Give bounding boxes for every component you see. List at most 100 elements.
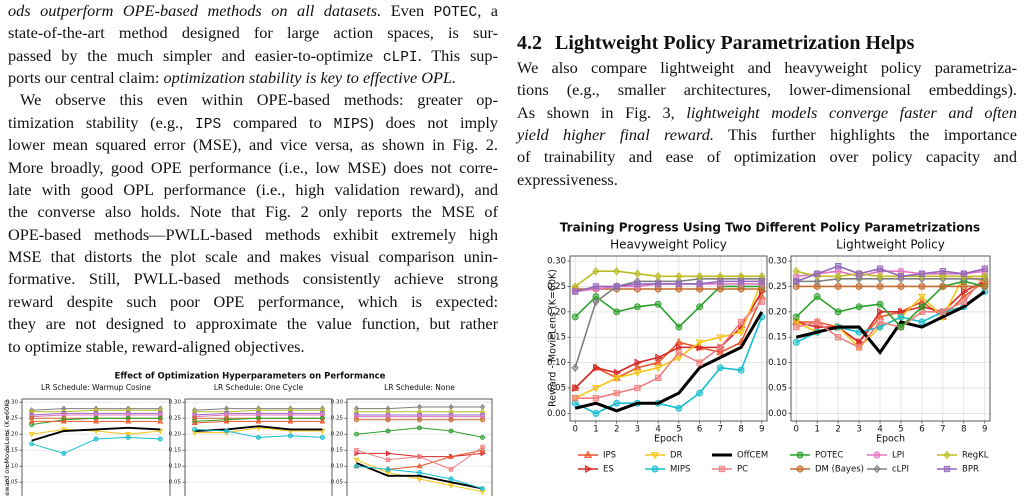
y-tick-label: 0.10 — [6, 464, 19, 470]
text-run: reward despite such poor OPE performance… — [8, 291, 498, 311]
marker — [939, 268, 947, 275]
marker — [354, 417, 359, 423]
text-line: As shown in Fig. 3, lightweight models c… — [517, 102, 1017, 124]
text-line: they are not designed to approximate the… — [8, 313, 498, 335]
marker — [758, 278, 765, 285]
marker — [813, 282, 821, 291]
marker — [255, 418, 262, 424]
y-axis-label: Reward on MovieLens (K=60K) — [3, 400, 11, 496]
series-line — [574, 296, 763, 389]
marker — [758, 298, 765, 305]
legend-label: PC — [737, 465, 748, 475]
y-tick-label: 0.10 — [331, 464, 344, 470]
text-run: formative. Still, PWLL-based methods con… — [8, 269, 498, 289]
series-line — [574, 278, 762, 368]
legend-entry: cLPI — [867, 465, 909, 475]
text-line: the converse also holds. Note that Fig. … — [8, 201, 498, 223]
marker — [592, 297, 600, 306]
series-line — [795, 265, 985, 283]
marker — [898, 307, 906, 316]
marker — [793, 278, 800, 285]
marker — [939, 282, 947, 291]
y-tick-label: 0.20 — [331, 432, 344, 438]
legend-label: OffCEM — [737, 451, 768, 461]
italic-text: lightweight models converge faster and o… — [686, 102, 1017, 122]
legend-label: cLPI — [892, 465, 909, 475]
text-run: We also compare lightweight and heavywei… — [517, 57, 1017, 77]
marker — [385, 457, 391, 463]
y-tick-label: 0.10 — [547, 358, 566, 368]
marker — [416, 462, 423, 469]
marker — [897, 273, 905, 280]
text-run: . This sup- — [417, 45, 498, 65]
marker — [960, 298, 967, 305]
x-tick-label: 5 — [898, 425, 903, 435]
marker — [353, 457, 360, 464]
text-line: We also compare lightweight and heavywei… — [517, 57, 1017, 79]
text-line: OPE-based methods—PWLL-based methods exh… — [8, 224, 498, 246]
marker — [676, 343, 684, 352]
marker — [634, 280, 641, 288]
marker — [417, 454, 422, 459]
marker — [939, 308, 947, 315]
legend-entry: RegKL — [937, 451, 989, 461]
marker — [654, 285, 662, 293]
x-tick-label: 2 — [614, 425, 619, 435]
marker — [876, 300, 884, 308]
marker — [813, 293, 821, 301]
marker — [675, 285, 683, 293]
x-tick-label: 0 — [794, 425, 799, 435]
marker — [634, 358, 642, 367]
marker — [675, 272, 683, 281]
marker — [855, 282, 863, 291]
y-tick-label: 0.10 — [169, 464, 182, 470]
legend-entry: IPS — [578, 450, 616, 461]
text-run: OPE-based methods—PWLL-based methods exh… — [8, 224, 498, 244]
marker — [448, 467, 454, 472]
marker — [448, 476, 454, 482]
legend-marker — [718, 465, 726, 473]
marker — [897, 323, 905, 331]
marker — [856, 338, 864, 347]
plot-frame — [569, 255, 768, 422]
marker — [717, 285, 724, 293]
text-run: This further highlights the importance — [713, 124, 1017, 144]
marker — [592, 266, 600, 276]
text-line: timization stability (e.g., IPS compared… — [8, 112, 498, 134]
marker — [593, 363, 601, 372]
marker — [876, 282, 884, 291]
text-run: As shown in Fig. 3, — [517, 102, 687, 122]
marker — [654, 280, 662, 288]
x-tick-label: 8 — [961, 425, 966, 435]
text-run: ports our central claim: — [8, 67, 164, 87]
marker — [354, 463, 359, 469]
marker — [319, 434, 325, 440]
legend-marker — [585, 464, 593, 474]
legend-label: POTEC — [815, 451, 843, 461]
marker — [592, 409, 600, 417]
y-tick-label: 0.25 — [6, 416, 19, 422]
y-tick-label: 0.05 — [547, 384, 566, 394]
x-tick-label: 6 — [919, 425, 924, 435]
text-run: to optimize stable, reward-aligned objec… — [8, 336, 305, 356]
legend-entry: MIPS — [645, 465, 690, 475]
legend-entry: PC — [712, 465, 748, 475]
marker — [981, 272, 989, 281]
marker — [613, 389, 620, 397]
marker — [737, 278, 745, 285]
marker — [223, 418, 230, 424]
marker — [654, 300, 662, 308]
series-line — [574, 270, 762, 288]
y-tick-label: 0.30 — [331, 400, 344, 406]
y-tick-label: 0.20 — [547, 307, 566, 317]
legend-marker — [796, 451, 804, 459]
legend-marker — [873, 464, 881, 474]
y-tick-label: 0.00 — [768, 409, 787, 419]
marker — [917, 293, 926, 302]
x-tick-label: 7 — [940, 425, 945, 435]
marker — [60, 418, 67, 424]
text-run: ) does not imply — [368, 112, 499, 132]
marker — [287, 418, 294, 424]
marker — [696, 359, 703, 366]
x-tick-label: 4 — [877, 425, 882, 435]
